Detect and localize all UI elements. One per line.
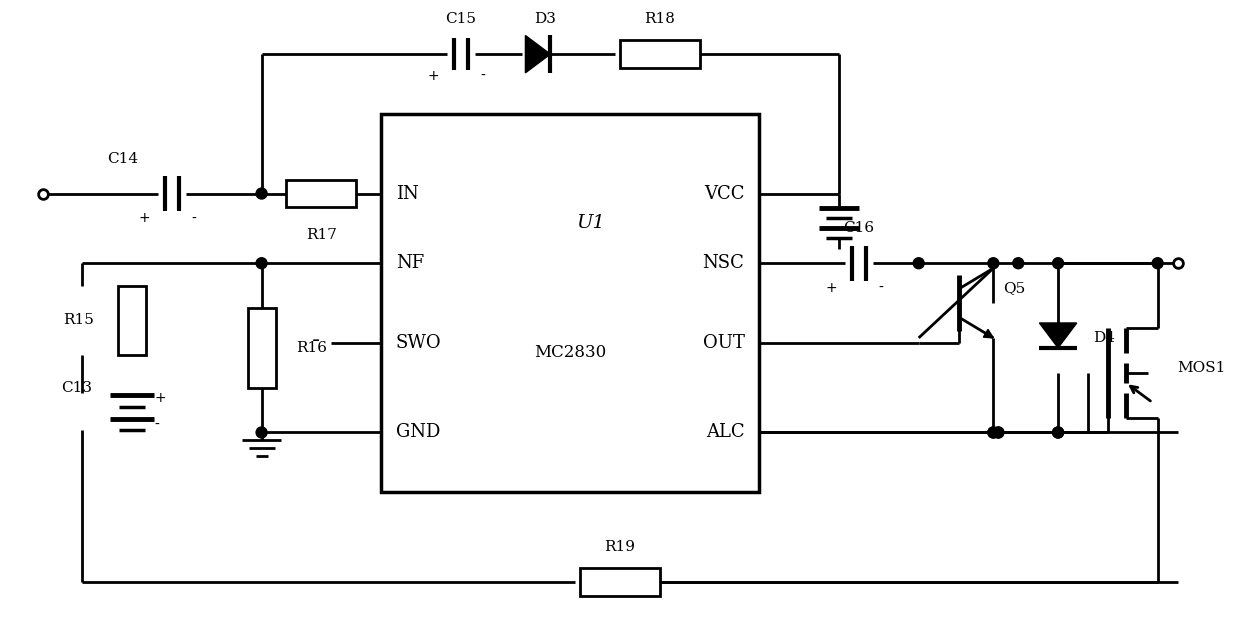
- Text: R15: R15: [63, 313, 94, 327]
- Text: D4: D4: [1092, 331, 1115, 345]
- Text: R16: R16: [296, 341, 327, 355]
- Circle shape: [1053, 427, 1064, 438]
- Text: D3: D3: [534, 12, 557, 27]
- Circle shape: [1053, 427, 1064, 438]
- Polygon shape: [526, 35, 551, 73]
- Text: -: -: [154, 418, 159, 432]
- Text: MC2830: MC2830: [534, 344, 606, 361]
- Bar: [620, 41, 699, 68]
- Circle shape: [913, 258, 924, 269]
- Text: +: +: [154, 391, 166, 404]
- Text: ALC: ALC: [706, 423, 744, 441]
- Text: R18: R18: [645, 12, 676, 27]
- Circle shape: [1053, 258, 1064, 269]
- Text: Q5: Q5: [1003, 281, 1025, 295]
- Text: SWO: SWO: [396, 334, 441, 352]
- Text: C15: C15: [445, 12, 476, 27]
- Circle shape: [257, 427, 267, 438]
- Circle shape: [1152, 258, 1163, 269]
- Circle shape: [993, 427, 1004, 438]
- Text: -: -: [878, 281, 883, 295]
- Text: +: +: [826, 281, 837, 295]
- Text: R17: R17: [306, 229, 337, 242]
- Bar: [381, 114, 759, 492]
- Bar: [580, 568, 660, 596]
- Text: U1: U1: [575, 215, 605, 232]
- Text: NF: NF: [396, 254, 424, 272]
- Polygon shape: [1039, 323, 1076, 348]
- Bar: [286, 180, 356, 208]
- Text: VCC: VCC: [704, 185, 744, 203]
- Polygon shape: [983, 329, 993, 338]
- Circle shape: [988, 427, 999, 438]
- Text: MOS1: MOS1: [1178, 361, 1226, 375]
- Text: C13: C13: [61, 380, 92, 395]
- Text: NSC: NSC: [703, 254, 744, 272]
- Circle shape: [988, 258, 999, 269]
- Text: -: -: [480, 69, 485, 83]
- Circle shape: [988, 427, 999, 438]
- Text: -: -: [312, 330, 320, 350]
- Text: R19: R19: [605, 540, 635, 554]
- Bar: [118, 285, 146, 355]
- Bar: [248, 308, 275, 387]
- Text: +: +: [427, 69, 439, 83]
- Text: +: +: [139, 211, 150, 225]
- Text: OUT: OUT: [703, 334, 744, 352]
- Text: GND: GND: [396, 423, 440, 441]
- Text: IN: IN: [396, 185, 419, 203]
- Text: C16: C16: [843, 222, 874, 235]
- Text: -: -: [191, 211, 196, 225]
- Text: C14: C14: [107, 152, 138, 166]
- Circle shape: [257, 188, 267, 199]
- Circle shape: [993, 427, 1004, 438]
- Circle shape: [257, 258, 267, 269]
- Circle shape: [1013, 258, 1024, 269]
